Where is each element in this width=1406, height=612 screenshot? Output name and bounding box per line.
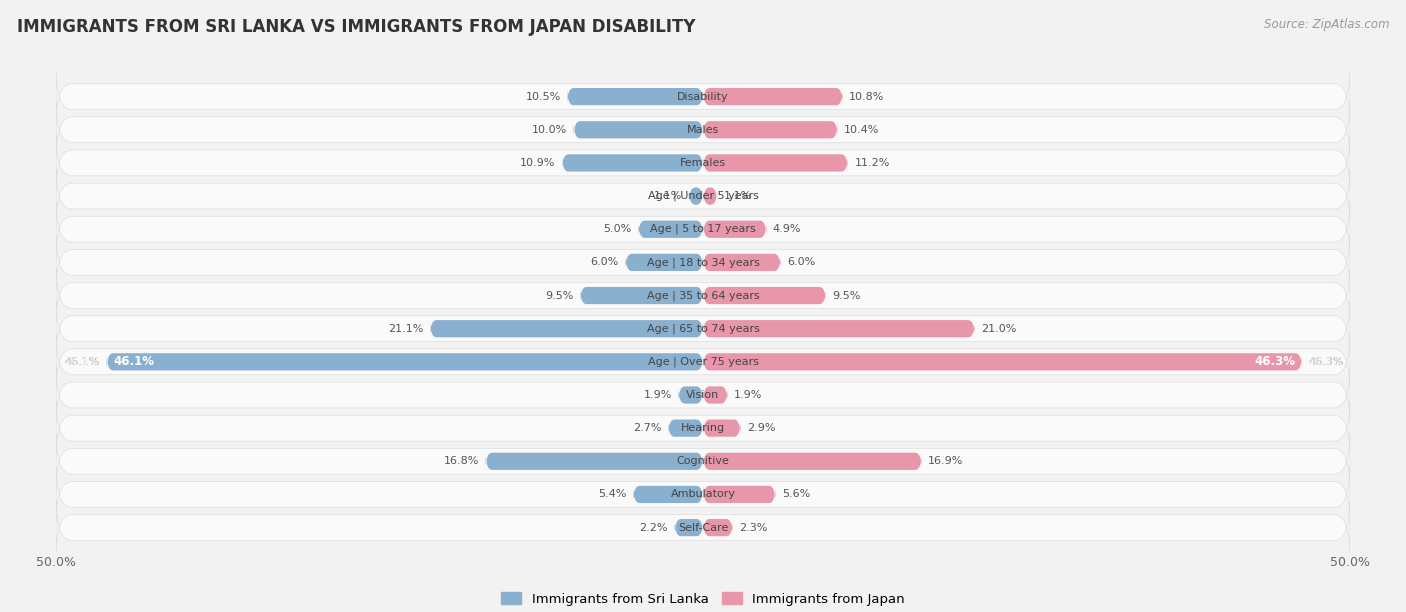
- Text: 10.4%: 10.4%: [844, 125, 879, 135]
- Text: 46.1%: 46.1%: [65, 357, 100, 367]
- Legend: Immigrants from Sri Lanka, Immigrants from Japan: Immigrants from Sri Lanka, Immigrants fr…: [496, 587, 910, 611]
- Text: Males: Males: [688, 125, 718, 135]
- FancyBboxPatch shape: [567, 88, 703, 105]
- FancyBboxPatch shape: [56, 302, 1350, 356]
- Text: Age | Under 5 years: Age | Under 5 years: [648, 191, 758, 201]
- Text: 10.5%: 10.5%: [526, 92, 561, 102]
- FancyBboxPatch shape: [56, 335, 1350, 389]
- Text: 2.2%: 2.2%: [640, 523, 668, 532]
- FancyBboxPatch shape: [703, 353, 1302, 370]
- Text: 4.9%: 4.9%: [773, 224, 801, 234]
- FancyBboxPatch shape: [430, 320, 703, 337]
- Text: Ambulatory: Ambulatory: [671, 490, 735, 499]
- FancyBboxPatch shape: [485, 453, 703, 470]
- Text: Females: Females: [681, 158, 725, 168]
- Text: 10.8%: 10.8%: [849, 92, 884, 102]
- FancyBboxPatch shape: [703, 88, 842, 105]
- FancyBboxPatch shape: [626, 254, 703, 271]
- FancyBboxPatch shape: [703, 220, 766, 238]
- Text: 21.0%: 21.0%: [981, 324, 1017, 334]
- Text: 46.1%: 46.1%: [65, 357, 100, 367]
- Text: 16.8%: 16.8%: [444, 457, 479, 466]
- Text: 11.2%: 11.2%: [855, 158, 890, 168]
- FancyBboxPatch shape: [689, 187, 703, 204]
- Text: 5.4%: 5.4%: [599, 490, 627, 499]
- FancyBboxPatch shape: [703, 453, 921, 470]
- Text: 2.9%: 2.9%: [747, 423, 776, 433]
- Text: 1.9%: 1.9%: [644, 390, 672, 400]
- Text: 1.1%: 1.1%: [724, 191, 752, 201]
- Text: Vision: Vision: [686, 390, 720, 400]
- FancyBboxPatch shape: [581, 287, 703, 304]
- Text: 5.0%: 5.0%: [603, 224, 631, 234]
- FancyBboxPatch shape: [574, 121, 703, 138]
- FancyBboxPatch shape: [56, 136, 1350, 190]
- FancyBboxPatch shape: [562, 154, 703, 171]
- Text: 9.5%: 9.5%: [832, 291, 860, 300]
- FancyBboxPatch shape: [679, 386, 703, 404]
- FancyBboxPatch shape: [703, 187, 717, 204]
- FancyBboxPatch shape: [703, 121, 838, 138]
- Text: Cognitive: Cognitive: [676, 457, 730, 466]
- Text: Age | 18 to 34 years: Age | 18 to 34 years: [647, 257, 759, 267]
- Text: 6.0%: 6.0%: [787, 258, 815, 267]
- FancyBboxPatch shape: [56, 70, 1350, 124]
- Text: 1.9%: 1.9%: [734, 390, 762, 400]
- FancyBboxPatch shape: [56, 170, 1350, 223]
- FancyBboxPatch shape: [56, 401, 1350, 455]
- FancyBboxPatch shape: [703, 519, 733, 536]
- FancyBboxPatch shape: [56, 236, 1350, 289]
- FancyBboxPatch shape: [703, 386, 727, 404]
- Text: 9.5%: 9.5%: [546, 291, 574, 300]
- Text: 46.1%: 46.1%: [112, 356, 155, 368]
- FancyBboxPatch shape: [107, 353, 703, 370]
- Text: 46.3%: 46.3%: [1254, 356, 1295, 368]
- Text: Age | Over 75 years: Age | Over 75 years: [648, 357, 758, 367]
- FancyBboxPatch shape: [703, 154, 848, 171]
- FancyBboxPatch shape: [56, 203, 1350, 256]
- Text: 16.9%: 16.9%: [928, 457, 963, 466]
- FancyBboxPatch shape: [56, 468, 1350, 521]
- FancyBboxPatch shape: [703, 419, 741, 437]
- Text: 5.6%: 5.6%: [782, 490, 810, 499]
- Text: 1.1%: 1.1%: [654, 191, 682, 201]
- Text: Source: ZipAtlas.com: Source: ZipAtlas.com: [1264, 18, 1389, 31]
- FancyBboxPatch shape: [56, 368, 1350, 422]
- FancyBboxPatch shape: [703, 320, 974, 337]
- Text: Age | 5 to 17 years: Age | 5 to 17 years: [650, 224, 756, 234]
- Text: Self-Care: Self-Care: [678, 523, 728, 532]
- Text: 10.9%: 10.9%: [520, 158, 555, 168]
- Text: 2.3%: 2.3%: [740, 523, 768, 532]
- Text: IMMIGRANTS FROM SRI LANKA VS IMMIGRANTS FROM JAPAN DISABILITY: IMMIGRANTS FROM SRI LANKA VS IMMIGRANTS …: [17, 18, 696, 36]
- Text: 46.3%: 46.3%: [1309, 357, 1344, 367]
- Text: Disability: Disability: [678, 92, 728, 102]
- Text: 46.3%: 46.3%: [1309, 357, 1344, 367]
- FancyBboxPatch shape: [56, 435, 1350, 488]
- Text: 10.0%: 10.0%: [531, 125, 567, 135]
- Text: 6.0%: 6.0%: [591, 258, 619, 267]
- FancyBboxPatch shape: [703, 486, 776, 503]
- FancyBboxPatch shape: [56, 103, 1350, 157]
- Text: 2.7%: 2.7%: [633, 423, 662, 433]
- Text: 21.1%: 21.1%: [388, 324, 423, 334]
- FancyBboxPatch shape: [668, 419, 703, 437]
- FancyBboxPatch shape: [56, 269, 1350, 323]
- FancyBboxPatch shape: [56, 501, 1350, 554]
- FancyBboxPatch shape: [638, 220, 703, 238]
- FancyBboxPatch shape: [633, 486, 703, 503]
- Text: Hearing: Hearing: [681, 423, 725, 433]
- Text: Age | 35 to 64 years: Age | 35 to 64 years: [647, 290, 759, 300]
- Text: Age | 65 to 74 years: Age | 65 to 74 years: [647, 324, 759, 334]
- FancyBboxPatch shape: [675, 519, 703, 536]
- FancyBboxPatch shape: [703, 254, 780, 271]
- FancyBboxPatch shape: [703, 287, 825, 304]
